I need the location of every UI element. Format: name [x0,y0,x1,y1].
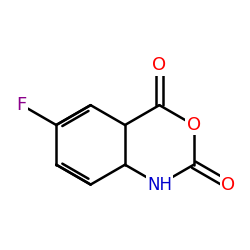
Text: F: F [17,96,27,114]
Text: O: O [152,56,166,74]
Text: O: O [187,116,201,134]
Text: O: O [221,176,235,194]
Text: NH: NH [147,176,172,194]
